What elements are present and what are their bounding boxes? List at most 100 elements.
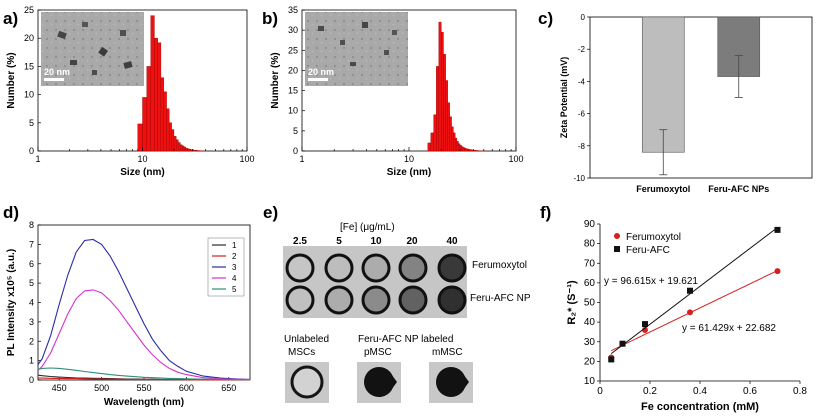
histogram-bar-b-19 [465,148,468,152]
histogram-bar-a-6 [160,77,165,152]
y-tick-label-d-5: 5 [29,278,34,288]
category-label-0: Ferumoxytol [636,184,690,194]
fe-concentration-header: [Fe] (μg/mL) [340,222,395,233]
y-tick-label-b-0: 0 [293,146,298,156]
mri-well-r0-c0 [285,253,315,283]
y-tick-label-b-2: 10 [288,106,298,116]
histogram-bar-a-16 [183,146,187,152]
x-tick-label-f-0: 0 [597,386,603,397]
y-axis-title-c: Zeta Potential (mV) [559,57,569,139]
histogram-bar-a-22 [193,149,196,152]
histogram-bar-b-17 [462,147,465,152]
x-tick-label-b-2: 100 [508,154,523,164]
x-tick-label-f-4: 0.8 [793,386,807,397]
y-tick-label-f-0: 10 [584,376,596,387]
conc-label-4: 40 [446,236,458,247]
legend-label-f-1: Feru-AFC [626,245,670,256]
panel-label-c: c) [538,9,553,28]
histogram-bar-b-5 [441,31,444,152]
data-point-1-3 [687,287,693,294]
data-point-0-3 [687,309,693,316]
histogram-bar-a-18 [187,148,190,152]
y-axis-title-f: R₂* (S⁻¹) [566,280,578,325]
relaxivity-chart: 0 0.2 0.4 0.6 0.8 10 20 30 40 50 60 70 80 90 Ferumoxyt… [566,219,807,413]
data-point-0-2 [642,326,648,333]
tem-inset-a: 20 nm [41,12,144,86]
histogram-bar-a-0 [137,123,143,152]
mri-well-r0-c1 [324,253,354,283]
x-tick-label-a-2: 100 [239,154,254,164]
y-tick-label-c-0: 0 [581,13,586,22]
y-tick-label-f-8: 90 [584,219,596,230]
histogram-bar-a-24 [196,150,199,152]
histogram-bar-b-10 [451,126,454,152]
tem-scale-bar-a [44,78,64,81]
histogram-bar-b-2 [433,114,437,152]
x-axis-title-b: Size (nm) [387,167,431,178]
histogram-bar-b-4 [438,21,442,152]
tem-image-b [305,12,408,86]
data-point-1-0 [608,356,615,363]
y-axis-title-a: Number (%) [6,52,17,108]
x-axis-title-d: Wavelength (nm) [104,397,184,408]
y-tick-label-a-2: 10 [24,90,34,100]
histogram-bar-b-7 [445,80,448,152]
histogram-bar-b-16 [461,146,464,152]
y-axis-title-b: Number (%) [270,52,281,108]
x-tick-label-a-1: 10 [137,154,147,164]
y-tick-label-d-6: 6 [29,259,34,269]
cell-image-mmsc [429,362,473,403]
legend-label-4: 4 [232,274,237,283]
label-unlabeled-line1: Unlabeled [284,334,329,345]
mri-well-r1-c1 [324,285,354,315]
x-tick-label-d-1: 500 [94,383,109,393]
fit-line-1 [610,227,778,354]
y-tick-label-d-3: 3 [29,317,34,327]
cell-image-pmsc [357,362,401,403]
histogram-bar-a-11 [173,136,177,152]
y-tick-label-b-5: 25 [288,45,298,55]
y-tick-label-b-6: 30 [288,25,298,35]
data-point-1-1 [619,340,626,347]
label-pmsc: pMSC [364,347,392,358]
conc-label-3: 20 [406,236,418,247]
histogram-bar-a-13 [178,142,181,152]
category-label-1: Feru-AFC NPs [708,184,769,194]
histogram-bar-a-15 [182,145,185,152]
data-point-0-4 [774,268,781,275]
y-tick-label-a-5: 25 [24,5,34,15]
size-histogram-a: 1 10 100 0 5 10 15 20 25 Size (nm) Number (%) [6,5,255,178]
tem-scale-bar-b [308,78,328,81]
histogram-bar-a-2 [146,66,151,152]
legend-label-5: 5 [232,285,237,294]
tem-inset-b: 20 nm [305,12,408,86]
y-tick-label-c-3: -6 [578,110,586,119]
zeta-potential-chart: 0 -2 -4 -6 -8 -10 Ferumoxytol Feru-AFC NPs Zeta … [559,13,813,194]
y-tick-label-a-3: 15 [24,61,34,71]
y-tick-label-d-2: 2 [29,336,34,346]
y-tick-label-c-1: -2 [578,45,586,54]
size-histogram-b: 1 10 100 0 5 10 15 20 25 30 35 Size (nm) Number (%) [270,5,524,178]
y-tick-label-c-5: -10 [573,174,585,183]
x-tick-label-b-0: 1 [299,154,304,164]
cell-image-unlabeled [285,362,329,403]
y-tick-label-b-4: 20 [288,65,298,75]
conc-label-2: 10 [370,236,382,247]
histogram-bar-b-8 [447,102,450,152]
y-tick-label-b-7: 35 [288,5,298,15]
histogram-bar-b-12 [454,137,458,152]
x-tick-label-f-3: 0.6 [743,386,757,397]
panel-label-e: e) [263,203,278,222]
legend-label-3: 3 [232,263,237,272]
y-tick-label-a-4: 20 [24,33,34,43]
y-tick-label-f-4: 50 [584,298,596,309]
histogram-bar-a-19 [189,149,192,152]
mri-panel: [Fe] (μg/mL) 2.5 5 10 20 40 Ferumoxytol … [283,222,531,403]
x-tick-label-b-1: 10 [404,154,414,164]
y-tick-label-f-6: 70 [584,258,596,269]
histogram-bar-a-23 [195,150,197,152]
y-tick-label-f-5: 60 [584,278,596,289]
y-tick-label-d-7: 7 [29,239,34,249]
pl-spectra-chart: 450 500 550 600 650 0 1 2 3 4 5 6 7 8 1 2 3 4 5 Wavelength … [6,220,251,408]
